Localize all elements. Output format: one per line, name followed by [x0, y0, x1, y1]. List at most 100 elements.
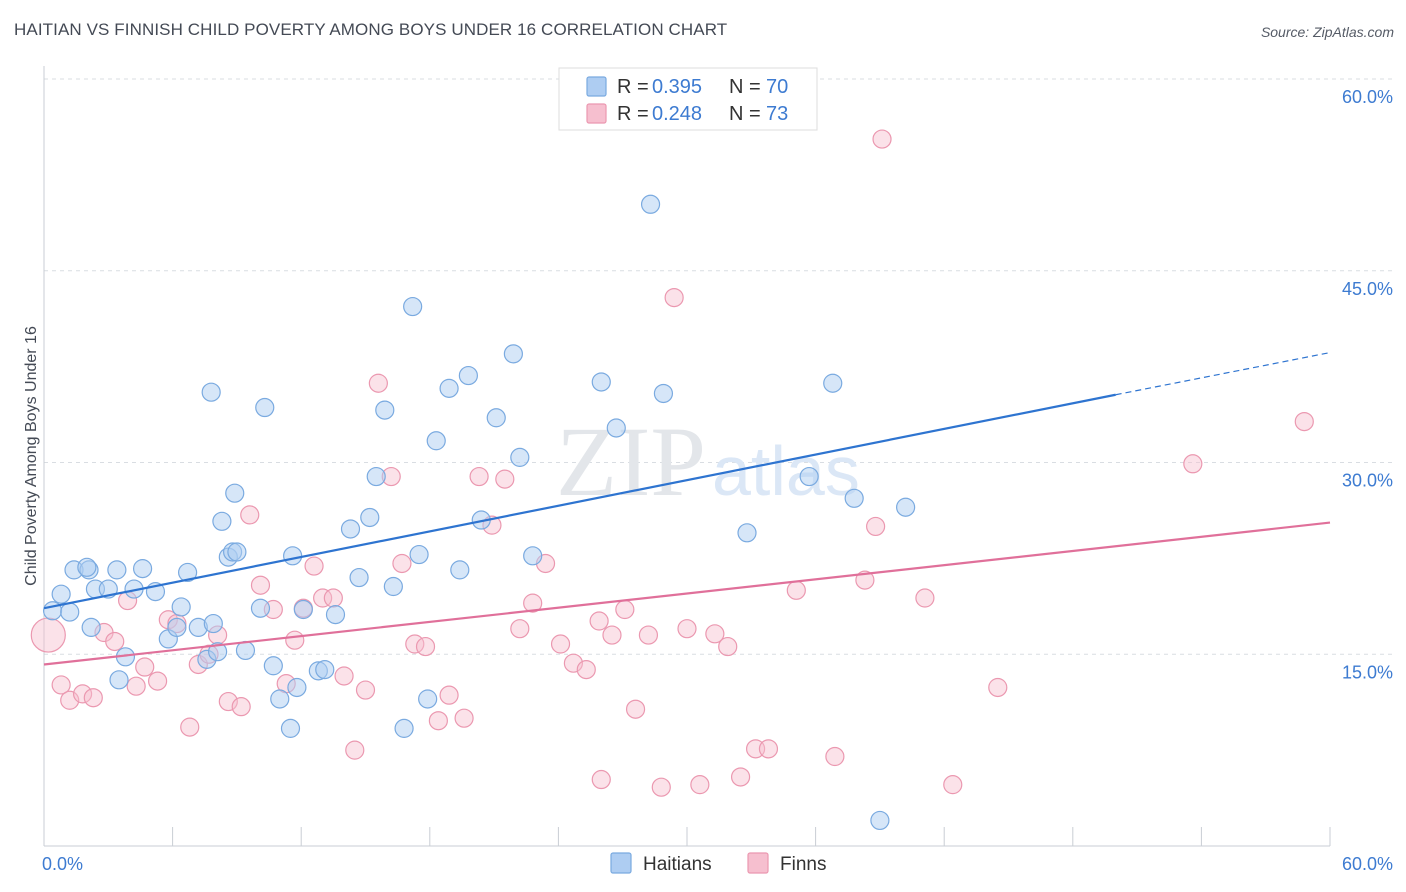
finns-point	[126, 676, 146, 696]
y-axis-label: Child Poverty Among Boys Under 16	[23, 326, 40, 586]
finns-point	[677, 619, 697, 639]
y-tick-label: 60.0%	[1342, 87, 1393, 107]
haitians-point	[458, 365, 478, 386]
finns-point	[334, 666, 354, 686]
finns-series	[30, 129, 1314, 797]
finns-point	[392, 553, 412, 574]
haitians-point	[349, 567, 369, 588]
haitians-point	[360, 507, 380, 528]
haitians-point	[870, 810, 890, 831]
x-tick-label-max: 60.0%	[1342, 854, 1393, 874]
finns-point	[72, 684, 93, 704]
finns-point	[439, 685, 459, 705]
finns-point	[240, 505, 260, 525]
x-tick-label-min: 0.0%	[42, 854, 83, 874]
source-label: Source: ZipAtlas.com	[1260, 24, 1394, 40]
legend-n-value-haitians: 70	[766, 76, 788, 98]
finns-point	[866, 516, 886, 537]
finns-point	[988, 677, 1008, 698]
finns-point	[218, 691, 238, 712]
haitians-point	[366, 466, 386, 487]
haitians-point	[287, 677, 307, 698]
finns-point	[250, 575, 271, 595]
haitians-point	[844, 488, 864, 508]
haitians-point	[255, 397, 275, 418]
haitians-point	[280, 718, 301, 738]
finns-point	[304, 556, 324, 576]
haitians-point	[486, 408, 506, 428]
legend-r-value-finns: 0.248	[652, 103, 702, 125]
finns-point	[786, 580, 806, 600]
haitians-trend-extension	[1115, 351, 1331, 396]
legend-n-label-haitians: N =	[729, 76, 761, 98]
haitians-point	[270, 689, 290, 709]
finns-point	[135, 657, 155, 677]
haitians-point	[606, 418, 626, 438]
haitians-point	[77, 557, 97, 577]
bottom-legend-swatch-haitians	[610, 852, 632, 874]
haitians-point	[315, 659, 335, 680]
finns-point	[718, 636, 738, 657]
finns-point	[469, 466, 489, 487]
finns-point	[180, 717, 200, 737]
haitians-point	[178, 562, 198, 583]
chart-title: HAITIAN VS FINNISH CHILD POVERTY AMONG B…	[14, 20, 728, 39]
haitians-point	[212, 511, 232, 531]
haitians-point	[171, 597, 191, 617]
finns-point	[591, 769, 611, 790]
finns-point	[510, 619, 530, 639]
finns-point	[550, 634, 571, 654]
finns-point	[730, 767, 751, 787]
haitians-point	[640, 194, 661, 214]
haitians-point	[418, 689, 438, 709]
bottom-legend-swatch-finns	[747, 852, 769, 874]
finns-point	[690, 775, 710, 795]
haitians-point	[799, 466, 819, 487]
haitians-point	[250, 598, 271, 618]
haitians-point	[325, 605, 346, 625]
finns-point	[664, 287, 684, 308]
haitians-point	[523, 546, 543, 566]
legend-swatch-finns	[586, 103, 607, 124]
legend-n-label-finns: N =	[729, 103, 761, 125]
finns-point	[231, 697, 251, 717]
haitians-point	[653, 383, 674, 404]
haitians-point	[503, 344, 523, 364]
haitians-point	[51, 584, 71, 604]
finns-point	[576, 659, 596, 680]
haitians-point	[283, 546, 303, 566]
haitians-point	[235, 640, 256, 661]
finns-point	[602, 625, 622, 645]
finns-point	[915, 588, 935, 608]
haitians-point	[426, 431, 446, 451]
haitians-point	[591, 372, 611, 392]
legend-r-value-haitians: 0.395	[652, 76, 702, 98]
finns-point	[758, 739, 779, 759]
finns-point	[51, 675, 71, 695]
haitians-point	[737, 523, 757, 543]
haitians-trend-line	[43, 393, 1116, 610]
finns-point	[285, 630, 305, 650]
bottom-legend-finns: Finns	[780, 854, 826, 875]
haitians-point	[81, 617, 101, 638]
finns-point	[345, 740, 365, 760]
finns-trend-line	[43, 521, 1331, 666]
haitians-point	[203, 613, 223, 634]
finns-point	[105, 631, 125, 652]
y-tick-label: 15.0%	[1342, 662, 1393, 682]
tick-labels: 15.0% 30.0% 45.0% 60.0% 0.0% 60.0%	[42, 87, 1393, 874]
haitians-point	[107, 560, 127, 580]
bottom-legend-haitians: Haitians	[643, 854, 712, 875]
haitians-point	[167, 617, 187, 638]
y-tick-label: 45.0%	[1342, 279, 1393, 299]
finns-point	[355, 680, 376, 700]
finns-point	[415, 636, 436, 657]
haitians-point	[823, 373, 843, 393]
legend-r-label-finns: R =	[617, 103, 649, 125]
haitians-point	[394, 718, 414, 738]
finns-point	[454, 708, 474, 728]
finns-point	[943, 775, 963, 795]
y-tick-label: 30.0%	[1342, 471, 1393, 491]
finns-point	[872, 129, 892, 149]
